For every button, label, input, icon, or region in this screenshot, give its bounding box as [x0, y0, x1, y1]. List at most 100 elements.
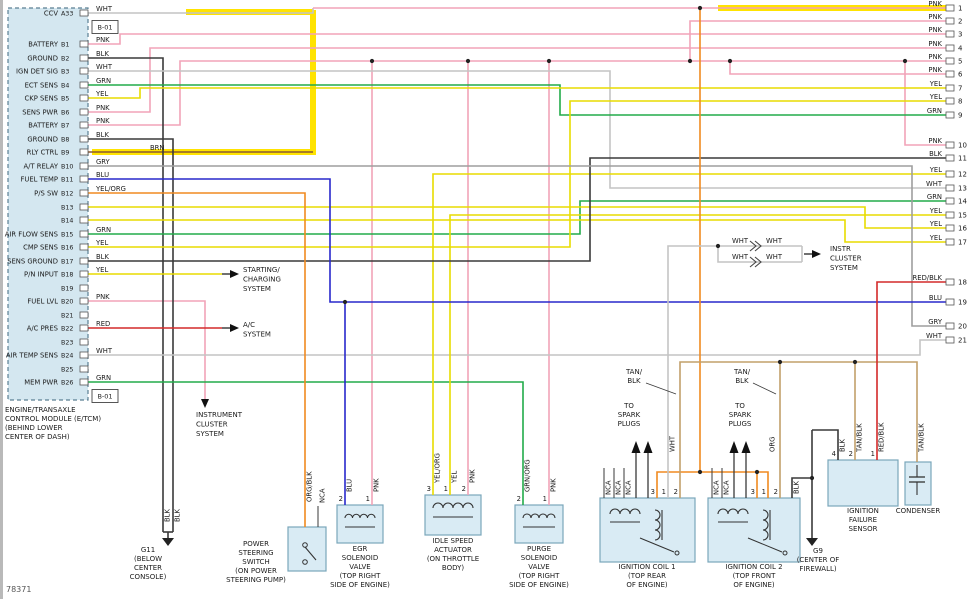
wire-color-label: PNK	[928, 13, 942, 21]
junction-dot	[697, 5, 703, 11]
ignition-coil-2-secondary-winding	[762, 509, 769, 541]
module-pin	[79, 257, 89, 265]
isa-pin3-yel	[432, 173, 946, 495]
ccv-wht	[88, 8, 314, 14]
purge-caption: PURGE	[527, 545, 551, 553]
pin-id: B18	[61, 271, 73, 278]
ignition-coil-1-primary-winding	[609, 508, 641, 515]
connector-chevron-icon	[749, 256, 757, 268]
idle-speed-actuator	[424, 494, 482, 536]
b20-pnk	[88, 300, 206, 399]
pin-id: B7	[61, 122, 69, 129]
b26-grn	[88, 381, 524, 505]
ignition-coil-2-primary-winding	[717, 508, 749, 515]
b17-blk	[88, 157, 946, 262]
spark-arrow-4	[741, 441, 751, 453]
wire-color-label: 1	[662, 488, 666, 496]
connector-label: B-01	[97, 392, 112, 400]
tan-pointer-2	[752, 382, 777, 395]
wire-color-label: NCA	[723, 480, 731, 495]
isa-caption: ACTUATOR	[434, 546, 472, 554]
module-pin	[79, 378, 89, 386]
instrument-cluster-arrow	[201, 399, 209, 408]
wire-color-label: YEL	[929, 220, 942, 228]
right-connector-pin	[945, 141, 955, 149]
spark-arrow-3	[729, 441, 739, 453]
ac-arrow	[230, 324, 239, 332]
wire-color-label: 2	[462, 485, 466, 493]
ifs-blk	[812, 429, 839, 460]
wire-color-label: BLU	[929, 294, 942, 302]
b15-grn	[88, 200, 946, 235]
pin-id: B5	[61, 95, 69, 102]
pin-signal: A/C PRES	[27, 324, 58, 332]
wire-color-label: 3	[751, 488, 755, 496]
module-pin	[79, 81, 89, 89]
wire-color-label: BLK	[96, 50, 109, 58]
g11-caption: (BELOW	[134, 555, 162, 563]
trace-highlight-1	[92, 10, 316, 155]
coil1-caption: IGNITION COIL 1	[618, 563, 675, 571]
wire-color-label: GRY	[96, 158, 111, 166]
edge2-pnk	[689, 20, 946, 61]
wire-color-label: RED	[96, 320, 110, 328]
pin-signal: P/N INPUT	[24, 270, 59, 278]
ps-caption: SWITCH	[242, 558, 269, 566]
pin-signal: FUEL TEMP	[20, 175, 58, 183]
ps-caption: (ON POWER	[235, 567, 277, 575]
pin-id: B23	[61, 339, 73, 346]
wire-color-label: PNK	[928, 137, 942, 145]
wire-color-label: NCA	[605, 480, 613, 495]
to-spark-plugs-1: PLUGS	[618, 420, 641, 428]
wire-color-label: RED/BLK	[878, 422, 886, 452]
connector-chevron-icon	[754, 256, 762, 268]
module-pin	[79, 297, 89, 305]
b3-wht	[88, 70, 946, 189]
wire-color-label: WHT	[732, 253, 749, 261]
pin-id: B20	[61, 298, 73, 305]
coil1-caption: (TOP REAR	[628, 572, 666, 580]
right-connector-pin	[945, 97, 955, 105]
right-pin-number: 16	[958, 225, 967, 233]
right-connector-pin	[945, 197, 955, 205]
pin-signal: BATTERY	[28, 121, 59, 129]
module-pin	[79, 67, 89, 75]
wire-color-label: 1	[366, 495, 370, 503]
wire-color-label: YEL	[929, 234, 942, 242]
wire-color-label: TAN/BLK	[918, 423, 926, 453]
junction-dot	[777, 359, 783, 365]
isa-caption: BODY)	[442, 564, 464, 572]
right-pin-number: 19	[958, 299, 967, 307]
junction-dot	[465, 58, 471, 64]
pin-id: B24	[61, 352, 73, 359]
pin-signal: P/S SW	[34, 189, 58, 197]
b10-gry	[88, 165, 946, 327]
right-connector-pin	[945, 184, 955, 192]
condenser-caption: CONDENSER	[896, 507, 941, 515]
instrument-cluster-system: INSTRUMENT	[196, 411, 243, 419]
module-caption: CENTER OF DASH)	[5, 433, 70, 441]
ac-system: SYSTEM	[243, 331, 271, 339]
wire-color-label: TAN/BLK	[856, 423, 864, 453]
wire-color-label: YEL	[929, 166, 942, 174]
wire-color-label: PNK	[928, 0, 942, 8]
egr-caption: VALVE	[349, 563, 370, 571]
g11-caption: G11	[141, 546, 155, 554]
right-connector-pin	[945, 278, 955, 286]
ecm-module-box	[7, 7, 89, 401]
module-pin	[79, 270, 89, 278]
redblk-ifs	[876, 281, 946, 460]
pin-id: B9	[61, 149, 69, 156]
right-pin-number: 7	[958, 85, 962, 93]
wire-color-label: BLK	[96, 253, 109, 261]
wire-color-label: YEL	[929, 207, 942, 215]
b6-pnk	[88, 47, 946, 113]
right-pin-number: 5	[958, 58, 962, 66]
wire-color-label: 2	[674, 488, 678, 496]
pin-id: B17	[61, 258, 73, 265]
module-pin	[79, 189, 89, 197]
pin-id: B8	[61, 136, 69, 143]
wire-color-label: BLK	[96, 131, 109, 139]
ignition-coil-1-terminal	[674, 550, 680, 556]
wire-color-label: BLU	[346, 479, 354, 492]
